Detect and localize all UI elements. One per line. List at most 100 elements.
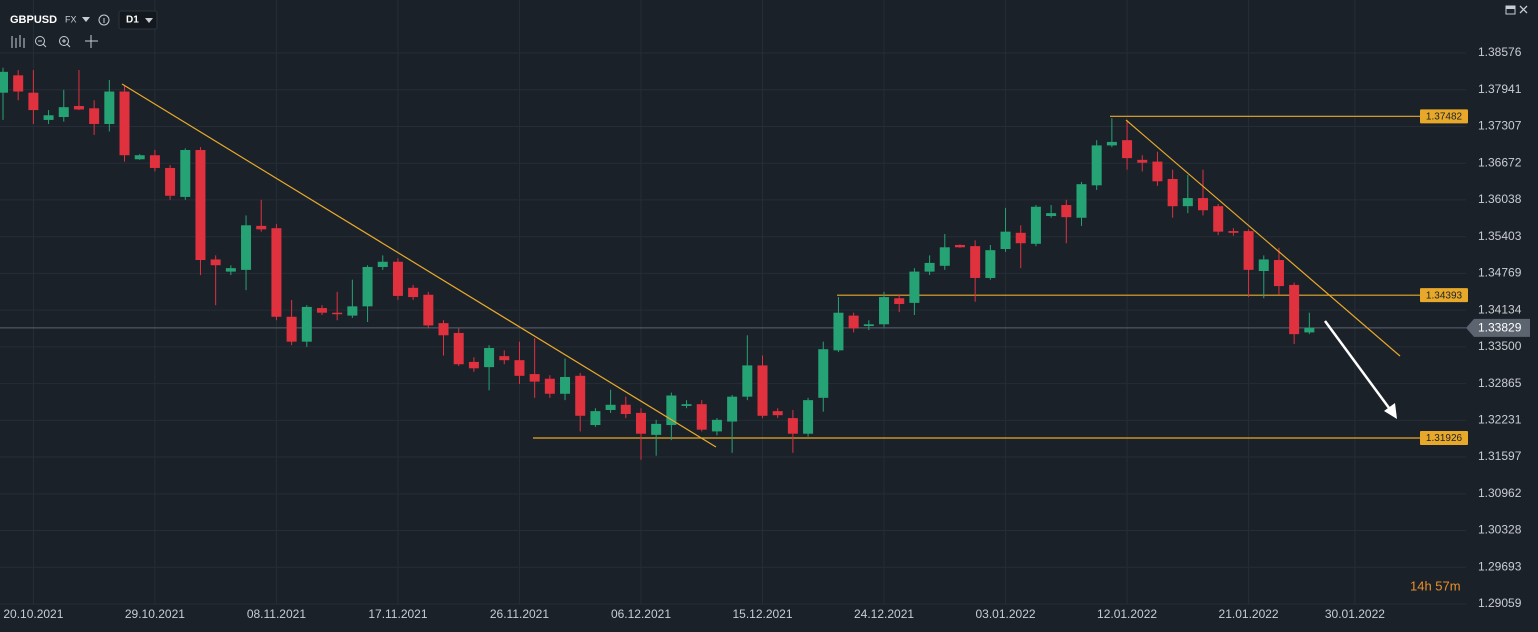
candle-body bbox=[347, 306, 358, 316]
candle-body bbox=[484, 348, 495, 368]
y-tick-label: 1.36038 bbox=[1478, 192, 1522, 206]
candle-body bbox=[134, 155, 145, 160]
candle-body bbox=[210, 259, 221, 266]
window-icon bbox=[1506, 6, 1515, 9]
y-tick-label: 1.37307 bbox=[1478, 119, 1522, 133]
dropdown-icon[interactable] bbox=[82, 17, 90, 22]
x-tick-label: 06.12.2021 bbox=[611, 607, 671, 621]
y-tick-label: 1.34769 bbox=[1478, 266, 1522, 280]
y-tick-label: 1.30328 bbox=[1478, 523, 1522, 537]
candle-body bbox=[271, 228, 282, 317]
candle-body bbox=[256, 225, 267, 230]
candle-body bbox=[1122, 140, 1133, 159]
candle-body bbox=[0, 71, 8, 93]
axis: 1.38576 1.37941 1.37307 1.36672 1.36038 1.354… bbox=[3, 45, 1530, 621]
candle-body bbox=[13, 75, 24, 92]
candle-body bbox=[195, 150, 206, 261]
symbol[interactable]: GBPUSD bbox=[10, 14, 57, 26]
candle-body bbox=[1030, 206, 1041, 244]
x-tick-label: 21.01.2022 bbox=[1219, 607, 1279, 621]
last-price-label: 1.33829 bbox=[1478, 320, 1522, 334]
candle-body bbox=[1243, 231, 1254, 270]
candle-body bbox=[89, 108, 100, 124]
candle-body bbox=[954, 244, 965, 248]
arrow bbox=[1323, 320, 1394, 413]
x-tick-label: 03.01.2022 bbox=[976, 607, 1036, 621]
candles bbox=[0, 67, 1315, 460]
indicators-icon[interactable] bbox=[11, 35, 25, 48]
candle-body bbox=[803, 400, 814, 434]
candle-body bbox=[1198, 198, 1209, 211]
candle-body bbox=[1273, 260, 1284, 287]
candle-body bbox=[241, 225, 252, 270]
candle-body bbox=[362, 266, 373, 307]
candle-body bbox=[1076, 184, 1087, 218]
candle-body bbox=[73, 106, 84, 110]
candle-body bbox=[1015, 232, 1026, 244]
info-icon[interactable] bbox=[98, 14, 110, 26]
candle-body bbox=[1046, 213, 1057, 217]
countdown: 14h 57m bbox=[1410, 578, 1461, 593]
timeframe-box[interactable] bbox=[118, 10, 158, 30]
market: FX bbox=[65, 14, 77, 24]
candle-body bbox=[863, 324, 874, 327]
candle-body bbox=[575, 375, 586, 416]
candle-body bbox=[149, 155, 160, 168]
candle-body bbox=[468, 361, 479, 369]
candle-body bbox=[620, 404, 631, 415]
y-tick-label: 1.32231 bbox=[1478, 413, 1522, 427]
y-tick-label: 1.38576 bbox=[1478, 45, 1522, 59]
candle-body bbox=[605, 404, 616, 410]
candle-body bbox=[332, 312, 343, 315]
candle-body bbox=[1061, 205, 1072, 218]
candle-body bbox=[316, 308, 327, 313]
dropdown-icon[interactable] bbox=[145, 18, 153, 23]
y-tick-label: 1.29693 bbox=[1478, 559, 1522, 573]
level-label: 1.31926 bbox=[1426, 433, 1463, 444]
candle-body bbox=[408, 287, 419, 298]
candle-body bbox=[848, 315, 859, 329]
candle-body bbox=[787, 418, 798, 434]
y-tick-label: 1.33500 bbox=[1478, 339, 1522, 353]
candle-body bbox=[28, 92, 39, 111]
candle-body bbox=[1152, 161, 1163, 182]
candle-body bbox=[529, 374, 540, 382]
pan-icon[interactable] bbox=[85, 35, 98, 48]
y-tick-label: 1.37941 bbox=[1478, 82, 1522, 96]
candle-body bbox=[165, 167, 176, 196]
candle-body bbox=[301, 306, 312, 342]
timeframe: D1 bbox=[126, 15, 139, 26]
candle-body bbox=[1137, 159, 1148, 163]
candle-body bbox=[894, 298, 905, 305]
candle-body bbox=[909, 271, 920, 303]
candle-body bbox=[666, 395, 677, 426]
candle-body bbox=[742, 365, 753, 397]
y-tick-label: 1.32865 bbox=[1478, 376, 1522, 390]
zoom-in-icon[interactable] bbox=[59, 36, 69, 46]
candle-body bbox=[757, 365, 768, 416]
x-tick-label: 08.11.2021 bbox=[247, 607, 306, 621]
candle-body bbox=[818, 349, 829, 398]
tools bbox=[11, 35, 98, 48]
x-tick-label: 20.10.2021 bbox=[3, 607, 63, 621]
candle-body bbox=[453, 332, 464, 365]
candle-body bbox=[772, 411, 783, 416]
close-icon[interactable] bbox=[1519, 5, 1528, 14]
candle-body bbox=[727, 396, 738, 422]
candle-body bbox=[286, 316, 297, 342]
candle-body bbox=[1106, 141, 1117, 146]
zoom-out-icon[interactable] bbox=[35, 36, 45, 46]
level-label: 1.34393 bbox=[1426, 290, 1463, 301]
y-tick-label: 1.34134 bbox=[1478, 302, 1522, 316]
candle-body bbox=[696, 404, 707, 430]
candle-body bbox=[560, 376, 571, 394]
x-tick-label: 30.01.2022 bbox=[1325, 607, 1385, 621]
candle-body bbox=[1289, 284, 1300, 335]
trend-line bbox=[121, 83, 717, 448]
candle-body bbox=[651, 423, 662, 435]
candle-body bbox=[879, 297, 890, 325]
candle-body bbox=[377, 261, 388, 267]
